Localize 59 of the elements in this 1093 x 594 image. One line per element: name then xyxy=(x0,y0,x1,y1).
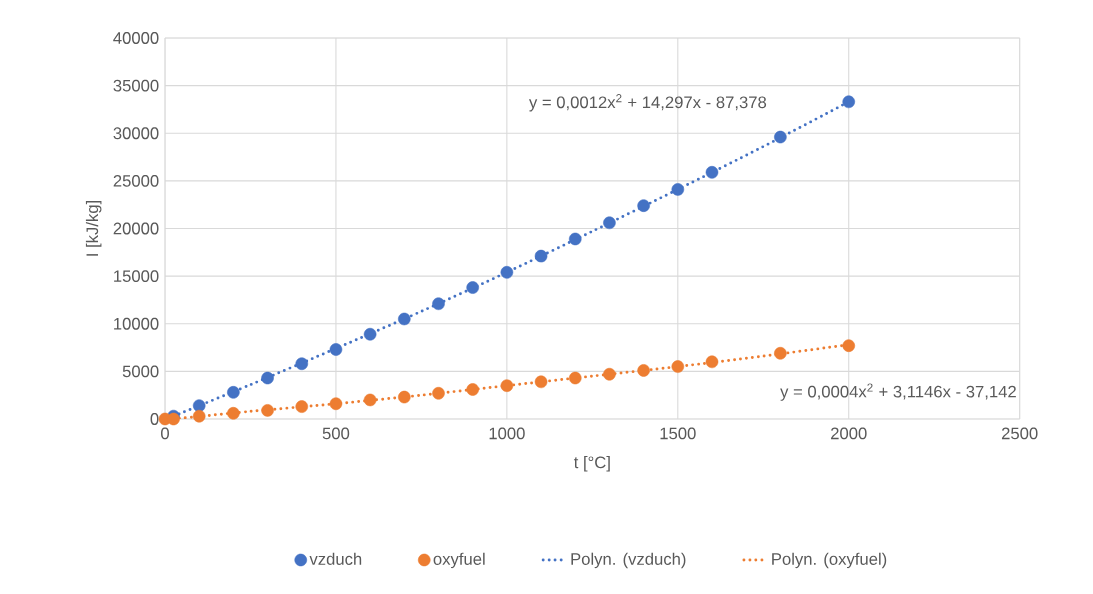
point xyxy=(363,327,377,341)
y-tick-label: 10000 xyxy=(114,317,159,330)
point xyxy=(500,379,514,392)
y-tick-label: 35000 xyxy=(113,79,159,92)
point xyxy=(363,393,377,407)
point xyxy=(261,371,274,385)
y-tick-label: 0 xyxy=(150,413,159,425)
point xyxy=(705,355,719,369)
x-tick-label: 2500 xyxy=(1001,427,1038,440)
x-axis-title: t [°C] xyxy=(573,455,610,472)
point xyxy=(432,387,445,400)
x-tick-label: 1000 xyxy=(489,427,525,440)
x-tick-label: 2000 xyxy=(831,427,867,440)
point xyxy=(466,281,479,294)
legend-label: Polyn. (oxyfuel) xyxy=(772,552,887,569)
point xyxy=(568,232,582,246)
legend-label: oxyfuel xyxy=(433,552,485,569)
point xyxy=(534,375,548,389)
point xyxy=(842,339,856,352)
point xyxy=(227,386,240,399)
point xyxy=(192,409,206,423)
point xyxy=(637,364,650,377)
point xyxy=(603,216,616,230)
point xyxy=(705,166,719,179)
point xyxy=(466,383,479,396)
point xyxy=(227,407,240,420)
x-tick-label: 0 xyxy=(161,427,169,440)
y-tick-label: 30000 xyxy=(113,127,159,140)
point xyxy=(295,357,309,371)
point xyxy=(534,249,548,263)
point xyxy=(261,404,274,417)
point xyxy=(398,390,411,404)
point xyxy=(568,371,582,385)
point xyxy=(671,183,685,196)
point xyxy=(295,400,309,413)
point xyxy=(398,312,411,326)
x-tick-label: 1500 xyxy=(660,427,696,440)
point xyxy=(774,130,787,144)
y-axis-title: I [kJ/kg] xyxy=(85,200,102,256)
point xyxy=(192,399,206,412)
y-tick-label: 15000 xyxy=(114,270,159,283)
point xyxy=(329,397,343,411)
y-tick-label: 20000 xyxy=(113,222,159,235)
legend-label: Polyn. (vzduch) xyxy=(571,552,686,569)
legend-label: vzduch xyxy=(309,552,362,565)
point xyxy=(432,297,445,311)
point xyxy=(329,343,343,356)
point xyxy=(603,367,616,381)
annotation: y = 0,0004x$^{2}$ + 3,1146x - 37,142 xyxy=(780,383,1016,401)
x-tick-label: 500 xyxy=(322,427,350,440)
y-tick-label: 25000 xyxy=(113,174,159,187)
annotation: y = 0,0012x$^{2}$ + 14,297x - 87,378 xyxy=(528,94,767,112)
y-tick-label: 5000 xyxy=(122,365,159,378)
point xyxy=(637,199,650,212)
point xyxy=(500,266,514,279)
point xyxy=(774,347,787,360)
point xyxy=(842,95,856,109)
y-tick-label: 40000 xyxy=(113,32,159,44)
point xyxy=(671,360,685,373)
